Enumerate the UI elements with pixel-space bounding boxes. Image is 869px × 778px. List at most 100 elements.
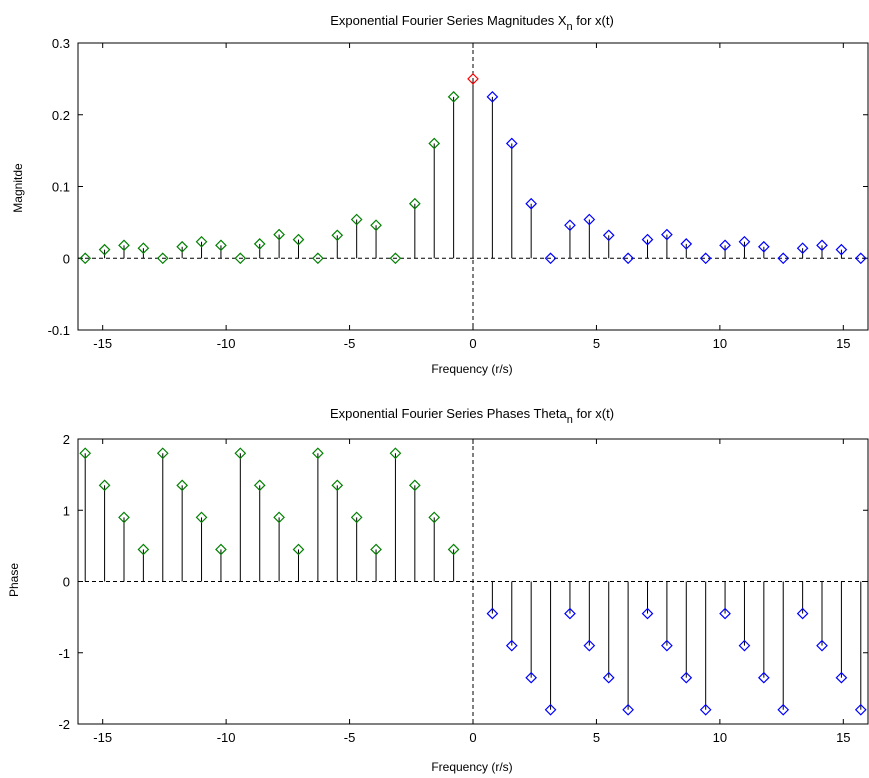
phase-stem-marker — [816, 639, 828, 652]
magnitude-stem-marker — [505, 137, 518, 150]
magnitude-stem-marker — [370, 219, 382, 232]
magnitude-x-tick-label: 10 — [713, 336, 727, 351]
magnitude-stem-marker — [331, 229, 344, 242]
phase-stem-marker — [292, 543, 305, 556]
phase-stem-marker — [253, 479, 266, 492]
magnitude-stem-marker — [79, 252, 92, 265]
phase-stem-marker — [98, 479, 111, 492]
phase-stem-marker — [680, 671, 693, 684]
magnitude-stem-marker — [796, 242, 809, 255]
magnitude-stem-marker — [854, 252, 867, 265]
magnitude-stem-marker — [486, 90, 499, 103]
phase-stem-marker — [486, 607, 499, 620]
magnitude-stem-marker — [292, 233, 305, 246]
phase-stem-marker — [641, 607, 654, 620]
magnitude-stem-marker — [389, 252, 402, 265]
phase-stem-marker — [312, 447, 324, 460]
phase-stem-marker — [428, 511, 441, 524]
phase-plot-title: Exponential Fourier Series Phases Thetan… — [330, 406, 614, 426]
magnitude-y-axis-label: Magnitde — [11, 163, 25, 213]
phase-stem-marker — [176, 479, 189, 492]
magnitude-stem-marker — [312, 252, 324, 265]
phase-stem-marker — [622, 703, 634, 716]
magnitude-y-tick-label: 0.2 — [52, 108, 70, 123]
magnitude-title-tail: for x(t) — [573, 13, 614, 28]
phase-x-tick-label: 0 — [469, 730, 476, 745]
magnitude-y-tick-label: 0.3 — [52, 36, 70, 51]
phase-stem-marker — [738, 639, 751, 652]
magnitude-stem-marker — [98, 243, 111, 256]
magnitude-title-main: Exponential Fourier Series Magnitudes X — [330, 13, 567, 28]
magnitude-stem-marker — [137, 242, 150, 255]
phase-stem-marker — [215, 543, 227, 556]
magnitude-stem-marker — [699, 252, 712, 265]
magnitude-stem-marker — [428, 137, 441, 150]
phase-title-tail: for x(t) — [573, 406, 614, 421]
magnitude-stems — [79, 73, 867, 265]
magnitude-stem-marker — [544, 252, 557, 265]
magnitude-y-tick-label: 0.1 — [52, 180, 70, 195]
phase-stem-marker — [195, 511, 208, 524]
phase-stem-marker — [835, 671, 848, 684]
phase-title-subscript: n — [567, 414, 573, 426]
phase-stem-marker — [118, 511, 130, 524]
phase-stem-marker — [408, 479, 421, 492]
phase-plot: Exponential Fourier Series Phases Thetan… — [7, 406, 869, 774]
phase-x-tick-label: -15 — [93, 730, 112, 745]
magnitude-stem-marker — [176, 240, 189, 253]
phase-stem-marker — [525, 671, 538, 684]
magnitude-x-axis-label: Frequency (r/s) — [431, 362, 512, 376]
phase-x-tick-label: 5 — [593, 730, 600, 745]
magnitude-y-tick-label: -0.1 — [48, 323, 70, 338]
phase-y-tick-label: -2 — [58, 717, 70, 732]
magnitude-title-subscript: n — [567, 21, 573, 33]
phase-stem-marker — [505, 639, 518, 652]
magnitude-stem-marker — [234, 252, 247, 265]
magnitude-stem-marker — [273, 228, 285, 241]
phase-stem-marker — [350, 511, 363, 524]
magnitude-x-tick-label: -5 — [344, 336, 356, 351]
magnitude-stem-marker — [118, 239, 130, 252]
magnitude-stem-marker — [757, 240, 770, 253]
phase-y-tick-label: 1 — [63, 503, 70, 518]
phase-stem-marker — [234, 447, 247, 460]
magnitude-stem-marker — [215, 239, 227, 252]
phase-stem-marker — [370, 543, 382, 556]
phase-stem-marker — [331, 479, 344, 492]
magnitude-plot: Exponential Fourier Series Magnitudes Xn… — [11, 13, 869, 376]
phase-stem-marker — [796, 607, 809, 620]
phase-x-tick-label: -10 — [217, 730, 236, 745]
phase-stem-marker — [79, 447, 92, 460]
phase-stem-marker — [602, 671, 615, 684]
phase-stem-marker — [156, 447, 169, 460]
phase-stems — [79, 447, 867, 716]
magnitude-stem-marker — [156, 252, 169, 265]
magnitude-x-tick-label: 15 — [836, 336, 850, 351]
magnitude-axes: -15 -10 -5 0 5 10 15 -0.1 0 0.1 0.2 0.3 — [48, 36, 869, 351]
phase-x-tick-label: 10 — [713, 730, 727, 745]
phase-stem-marker — [661, 639, 673, 652]
magnitude-stem-marker — [641, 233, 654, 246]
phase-stem-marker — [273, 511, 285, 524]
phase-x-axis-label: Frequency (r/s) — [431, 760, 512, 774]
magnitude-stem-marker — [738, 235, 751, 248]
magnitude-stem-marker — [408, 197, 421, 210]
phase-stem-marker — [389, 447, 402, 460]
phase-y-tick-label: 2 — [63, 432, 70, 447]
phase-title-main: Exponential Fourier Series Phases Theta — [330, 406, 568, 421]
magnitude-x-tick-label: 0 — [469, 336, 476, 351]
phase-stem-marker — [757, 671, 770, 684]
magnitude-stem-marker — [680, 238, 693, 250]
magnitude-stem-marker — [564, 219, 576, 232]
magnitude-x-tick-label: -15 — [93, 336, 112, 351]
magnitude-stem-marker — [583, 213, 596, 226]
phase-stem-marker — [564, 607, 576, 620]
magnitude-stem-marker — [467, 73, 479, 85]
magnitude-x-tick-label: 5 — [593, 336, 600, 351]
phase-x-tick-label: -5 — [344, 730, 356, 745]
magnitude-stem-marker — [835, 243, 848, 256]
magnitude-y-tick-label: 0 — [63, 251, 70, 266]
phase-stem-marker — [137, 543, 150, 556]
